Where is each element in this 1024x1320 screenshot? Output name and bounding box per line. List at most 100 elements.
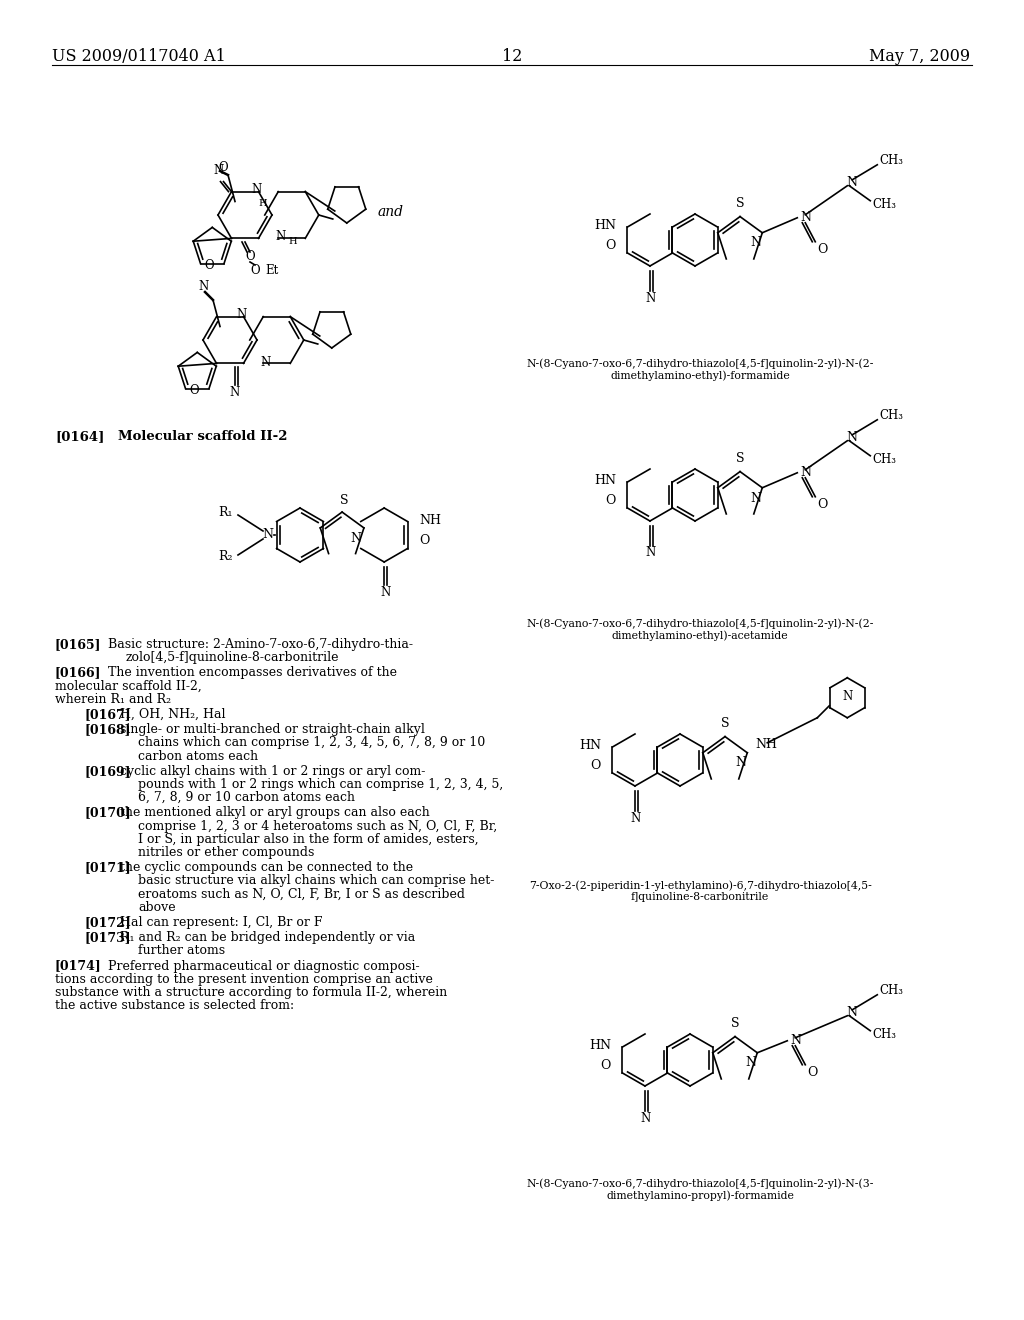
Text: [0164]: [0164] xyxy=(55,430,104,444)
Text: [0174]: [0174] xyxy=(55,960,101,973)
Text: f]quinoline-8-carbonitrile: f]quinoline-8-carbonitrile xyxy=(631,892,769,902)
Text: O: O xyxy=(250,264,260,276)
Text: O: O xyxy=(205,259,214,272)
Text: N-(8-Cyano-7-oxo-6,7-dihydro-thiazolo[4,5-f]quinolin-2-yl)-N-(3-: N-(8-Cyano-7-oxo-6,7-dihydro-thiazolo[4,… xyxy=(526,1177,873,1188)
Text: Et: Et xyxy=(265,264,279,276)
Text: R₁ and R₂ can be bridged independently or via: R₁ and R₂ can be bridged independently o… xyxy=(120,931,416,944)
Text: CH₃: CH₃ xyxy=(880,409,903,422)
Text: S: S xyxy=(736,197,744,210)
Text: chains which can comprise 1, 2, 3, 4, 5, 6, 7, 8, 9 or 10: chains which can comprise 1, 2, 3, 4, 5,… xyxy=(138,737,485,750)
Text: S: S xyxy=(721,717,729,730)
Text: CH₃: CH₃ xyxy=(872,198,896,211)
Text: 12: 12 xyxy=(502,48,522,65)
Text: O: O xyxy=(817,243,827,256)
Text: H, OH, NH₂, Hal: H, OH, NH₂, Hal xyxy=(120,708,225,721)
Text: N: N xyxy=(237,308,247,321)
Text: N: N xyxy=(641,1111,651,1125)
Text: zolo[4,5-f]quinoline-8-carbonitrile: zolo[4,5-f]quinoline-8-carbonitrile xyxy=(126,651,340,664)
Text: dimethylamino-propyl)-formamide: dimethylamino-propyl)-formamide xyxy=(606,1191,794,1201)
Text: further atoms: further atoms xyxy=(138,944,225,957)
Text: N: N xyxy=(745,1056,756,1069)
Text: N: N xyxy=(646,546,656,560)
Text: N: N xyxy=(380,586,390,599)
Text: Hal can represent: I, Cl, Br or F: Hal can represent: I, Cl, Br or F xyxy=(120,916,323,929)
Text: N: N xyxy=(842,690,852,704)
Text: R₁: R₁ xyxy=(218,507,233,520)
Text: [0170]: [0170] xyxy=(85,807,132,820)
Text: May 7, 2009: May 7, 2009 xyxy=(869,48,970,65)
Text: [0173]: [0173] xyxy=(85,931,132,944)
Text: HN: HN xyxy=(594,474,616,487)
Text: N: N xyxy=(801,211,811,224)
Text: substance with a structure according to formula II-2, wherein: substance with a structure according to … xyxy=(55,986,447,999)
Text: N: N xyxy=(751,491,761,504)
Text: tions according to the present invention comprise an active: tions according to the present invention… xyxy=(55,973,433,986)
Text: O: O xyxy=(605,239,616,252)
Text: [0171]: [0171] xyxy=(85,861,132,874)
Text: O: O xyxy=(245,251,255,264)
Text: single- or multi-branched or straight-chain alkyl: single- or multi-branched or straight-ch… xyxy=(120,723,425,737)
Text: NH: NH xyxy=(756,738,777,751)
Text: the cyclic compounds can be connected to the: the cyclic compounds can be connected to… xyxy=(120,861,413,874)
Text: comprise 1, 2, 3 or 4 heteroatoms such as N, O, Cl, F, Br,: comprise 1, 2, 3 or 4 heteroatoms such a… xyxy=(138,820,498,833)
Text: N: N xyxy=(214,164,224,177)
Text: The invention encompasses derivatives of the: The invention encompasses derivatives of… xyxy=(108,667,397,680)
Text: N: N xyxy=(801,466,811,479)
Text: N-(8-Cyano-7-oxo-6,7-dihydro-thiazolo[4,5-f]quinolin-2-yl)-N-(2-: N-(8-Cyano-7-oxo-6,7-dihydro-thiazolo[4,… xyxy=(526,618,873,628)
Text: N: N xyxy=(735,756,746,770)
Text: 7-Oxo-2-(2-piperidin-1-yl-ethylamino)-6,7-dihydro-thiazolo[4,5-: 7-Oxo-2-(2-piperidin-1-yl-ethylamino)-6,… xyxy=(528,880,871,891)
Text: N-(8-Cyano-7-oxo-6,7-dihydro-thiazolo[4,5-f]quinolin-2-yl)-N-(2-: N-(8-Cyano-7-oxo-6,7-dihydro-thiazolo[4,… xyxy=(526,358,873,368)
Text: dimethylamino-ethyl)-acetamide: dimethylamino-ethyl)-acetamide xyxy=(611,630,788,640)
Text: N: N xyxy=(229,387,240,400)
Text: N: N xyxy=(251,183,261,197)
Text: [0168]: [0168] xyxy=(85,723,131,737)
Text: the active substance is selected from:: the active substance is selected from: xyxy=(55,999,294,1012)
Text: N: N xyxy=(199,281,209,293)
Text: NH: NH xyxy=(419,513,441,527)
Text: S: S xyxy=(340,494,348,507)
Text: [0167]: [0167] xyxy=(85,708,132,721)
Text: O: O xyxy=(601,1059,611,1072)
Text: carbon atoms each: carbon atoms each xyxy=(138,750,258,763)
Text: O: O xyxy=(189,384,199,397)
Text: [0165]: [0165] xyxy=(55,638,101,651)
Text: molecular scaffold II-2,: molecular scaffold II-2, xyxy=(55,680,202,693)
Text: N: N xyxy=(262,528,273,541)
Text: HN: HN xyxy=(594,219,616,232)
Text: dimethylamino-ethyl)-formamide: dimethylamino-ethyl)-formamide xyxy=(610,370,790,380)
Text: HN: HN xyxy=(579,739,601,752)
Text: N: N xyxy=(260,355,270,368)
Text: O: O xyxy=(219,161,228,174)
Text: basic structure via alkyl chains which can comprise het-: basic structure via alkyl chains which c… xyxy=(138,874,495,887)
Text: 6, 7, 8, 9 or 10 carbon atoms each: 6, 7, 8, 9 or 10 carbon atoms each xyxy=(138,791,355,804)
Text: O: O xyxy=(591,759,601,772)
Text: R₂: R₂ xyxy=(218,550,233,564)
Text: wherein R₁ and R₂: wherein R₁ and R₂ xyxy=(55,693,171,706)
Text: S: S xyxy=(736,451,744,465)
Text: N: N xyxy=(350,532,361,545)
Text: CH₃: CH₃ xyxy=(872,1028,896,1041)
Text: N: N xyxy=(847,1006,858,1019)
Text: Preferred pharmaceutical or diagnostic composi-: Preferred pharmaceutical or diagnostic c… xyxy=(108,960,420,973)
Text: Basic structure: 2-Amino-7-oxo-6,7-dihydro-thia-: Basic structure: 2-Amino-7-oxo-6,7-dihyd… xyxy=(108,638,413,651)
Text: N: N xyxy=(275,231,286,243)
Text: N: N xyxy=(791,1035,802,1047)
Text: H: H xyxy=(258,199,267,209)
Text: CH₃: CH₃ xyxy=(880,154,903,168)
Text: S: S xyxy=(731,1016,739,1030)
Text: O: O xyxy=(807,1067,817,1080)
Text: O: O xyxy=(817,498,827,511)
Text: [0169]: [0169] xyxy=(85,764,131,777)
Text: HN: HN xyxy=(589,1039,611,1052)
Text: N: N xyxy=(646,292,656,305)
Text: [0172]: [0172] xyxy=(85,916,132,929)
Text: N: N xyxy=(847,177,858,189)
Text: the mentioned alkyl or aryl groups can also each: the mentioned alkyl or aryl groups can a… xyxy=(120,807,430,820)
Text: eroatoms such as N, O, Cl, F, Br, I or S as described: eroatoms such as N, O, Cl, F, Br, I or S… xyxy=(138,887,465,900)
Text: O: O xyxy=(419,533,429,546)
Text: nitriles or ether compounds: nitriles or ether compounds xyxy=(138,846,314,859)
Text: N: N xyxy=(751,236,761,249)
Text: above: above xyxy=(138,900,176,913)
Text: N: N xyxy=(631,812,641,825)
Text: US 2009/0117040 A1: US 2009/0117040 A1 xyxy=(52,48,225,65)
